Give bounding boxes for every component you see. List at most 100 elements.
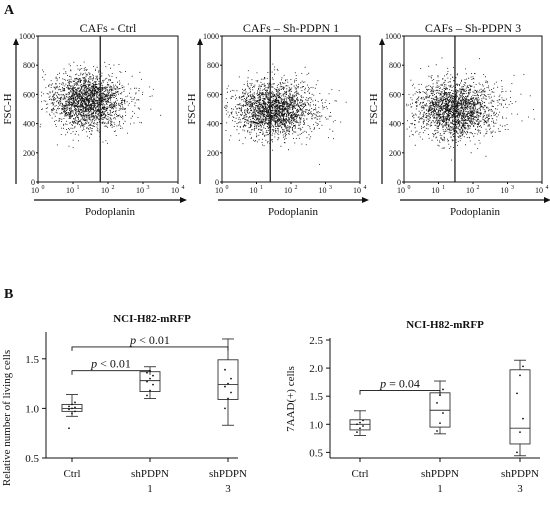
x-tick-label: 1 [437, 483, 443, 495]
y-tick-label: 800 [207, 61, 219, 70]
y-tick-label: 800 [23, 61, 35, 70]
event-dots [224, 63, 347, 165]
y-axis-arrowhead [13, 38, 19, 45]
p-value-label: p = 0.04 [379, 377, 420, 391]
data-point [516, 451, 518, 454]
data-point [519, 374, 521, 377]
data-point [442, 388, 444, 391]
data-point [439, 422, 441, 425]
box-plot-2: NCI-H82-mRFP 0.5 1.0 1.5 2.0 2.5 7AAD(+) cells… [285, 319, 540, 495]
data-point [68, 427, 70, 430]
data-point [359, 421, 361, 424]
y-tick-label: 400 [389, 120, 401, 129]
data-point [74, 410, 76, 413]
iqr-box [349, 419, 371, 431]
y-axis-label: FSC-H [186, 93, 198, 124]
p-value-label: p < 0.01 [129, 333, 170, 347]
box-1 [349, 410, 371, 436]
box-3 [217, 338, 239, 426]
x-axis-label: Podoplanin [450, 206, 501, 218]
y-axis-label: 7AAD(+) cells [285, 366, 297, 432]
box-1 [61, 394, 83, 430]
x-tick-label: 10 [171, 186, 179, 195]
p-symbol: p [90, 357, 97, 371]
x-tick-label: 10 [397, 186, 405, 195]
box-plot-title: NCI-H82-mRFP [113, 313, 191, 325]
y-tick-label: 400 [207, 120, 219, 129]
y-tick-label: 800 [389, 61, 401, 70]
x-tick-label: 1 [147, 483, 153, 495]
data-point [71, 407, 73, 410]
data-point [436, 430, 438, 432]
significance-bracket: p = 0.04 [359, 377, 441, 395]
data-point [74, 406, 76, 409]
box-plots: NCI-H82-mRFP 0.5 1.0 1.5 Relative number of … [1, 313, 540, 495]
flow-plot-title: CAFs – Sh-PDPN 3 [425, 21, 521, 35]
x-tick-label: 10 [250, 186, 258, 195]
x-tick-label: shPDPN [501, 468, 539, 480]
data-point [230, 391, 232, 394]
iqr-box [217, 359, 239, 400]
y-tick-label: 1.5 [309, 391, 323, 403]
box-plot-title: NCI-H82-mRFP [406, 319, 484, 331]
bracket-line [71, 370, 151, 375]
data-point [227, 397, 229, 400]
x-tick-label: shPDPN [421, 468, 459, 480]
data-point [146, 371, 148, 374]
data-point [68, 408, 70, 411]
y-axis-label: FSC-H [2, 93, 14, 124]
data-point [522, 417, 524, 420]
y-tick-label: 2.5 [309, 335, 323, 347]
x-tick-exponent: 2 [295, 185, 298, 191]
x-tick-exponent: 4 [546, 185, 549, 191]
data-point [71, 412, 73, 415]
x-tick-exponent: 0 [226, 185, 229, 191]
data-point [522, 365, 524, 368]
x-tick-label: 10 [31, 186, 39, 195]
data-point [149, 377, 151, 380]
y-tick-label: 1000 [203, 32, 219, 41]
y-tick-label: 400 [23, 120, 35, 129]
data-point [516, 392, 518, 395]
x-tick-label: 10 [215, 186, 223, 195]
panel-b-label: B [4, 287, 13, 302]
x-tick-exponent: 3 [511, 185, 514, 191]
data-point [71, 403, 73, 406]
y-axis-label: Relative number of living cells [1, 350, 13, 486]
data-point [146, 394, 148, 397]
x-tick-exponent: 1 [260, 185, 263, 191]
data-point [439, 394, 441, 396]
data-point [227, 382, 229, 385]
y-tick-label: 0 [215, 178, 219, 187]
x-tick-label: 10 [319, 186, 327, 195]
box-plot-1: NCI-H82-mRFP 0.5 1.0 1.5 Relative number of … [1, 313, 247, 495]
p-symbol: p [129, 333, 136, 347]
x-tick-label: 10 [432, 186, 440, 195]
significance-bracket: p < 0.01 [71, 333, 229, 351]
p-value-text: < 0.01 [136, 333, 170, 347]
x-tick-label: 3 [225, 483, 231, 495]
y-tick-label: 600 [389, 90, 401, 99]
data-point [436, 402, 438, 404]
y-tick-label: 1.5 [25, 354, 39, 366]
x-tick-label: 10 [136, 186, 144, 195]
x-tick-exponent: 4 [364, 185, 367, 191]
data-point [362, 425, 364, 427]
data-point [230, 377, 232, 380]
panel-a-label: A [4, 3, 15, 18]
x-axis-label: Podoplanin [85, 206, 136, 218]
data-point [359, 427, 361, 430]
data-point [224, 407, 226, 410]
x-tick-exponent: 0 [42, 185, 45, 191]
x-tick-label: 10 [466, 186, 474, 195]
x-tick-exponent: 3 [329, 185, 332, 191]
data-point [224, 368, 226, 371]
data-point [362, 419, 364, 422]
data-point [74, 401, 76, 404]
x-axis-arrowhead [362, 197, 369, 203]
x-tick-label: Ctrl [63, 468, 80, 480]
